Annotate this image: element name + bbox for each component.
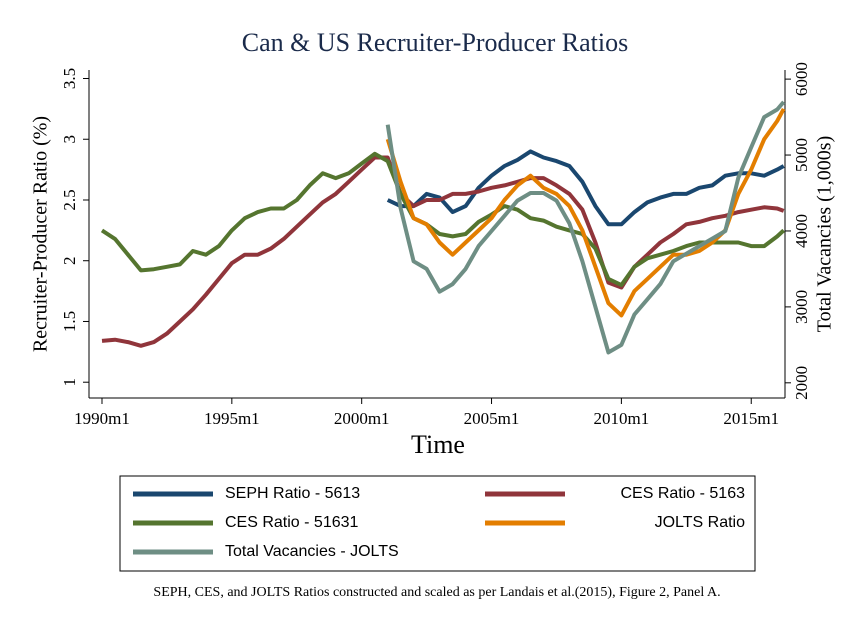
y-tick-label: 2.5 [60,189,79,210]
legend-label: JOLTS Ratio [655,514,746,531]
x-axis-title: Time [411,430,465,459]
y2-tick-label: 4000 [792,214,811,248]
chart-title: Can & US Recruiter-Producer Ratios [242,28,629,57]
y-axis-title: Recruiter-Producer Ratio (%) [30,116,52,352]
y2-axis-title: Total Vacancies (1,000s) [814,136,836,333]
y-tick-label: 2 [60,256,79,265]
x-tick-label: 2000m1 [334,409,390,428]
chart-note: SEPH, CES, and JOLTS Ratios constructed … [153,585,720,600]
legend-box [119,475,756,572]
legend-label: Total Vacancies - JOLTS [225,543,399,560]
series-line [101,155,785,348]
y2-tick-label: 2000 [792,366,811,400]
series-line [386,149,785,227]
x-tick-label: 1995m1 [204,409,260,428]
x-tick-label: 1990m1 [74,409,130,428]
legend-label: CES Ratio - 51631 [225,514,359,531]
y-tick-label: 1.5 [60,311,79,332]
y2-tick-label: 3000 [792,290,811,324]
y-tick-label: 3.5 [60,68,79,89]
legend-label: CES Ratio - 5163 [620,485,745,502]
x-tick-label: 2005m1 [464,409,520,428]
y-tick-label: 1 [60,378,79,387]
x-tick-label: 2010m1 [594,409,650,428]
series-line [385,100,786,355]
y-tick-label: 3 [60,135,79,144]
legend-label: SEPH Ratio - 5613 [225,485,360,502]
y2-tick-label: 5000 [792,138,811,172]
series-line [100,151,786,287]
x-tick-label: 2015m1 [723,409,779,428]
y2-tick-label: 6000 [792,62,811,96]
